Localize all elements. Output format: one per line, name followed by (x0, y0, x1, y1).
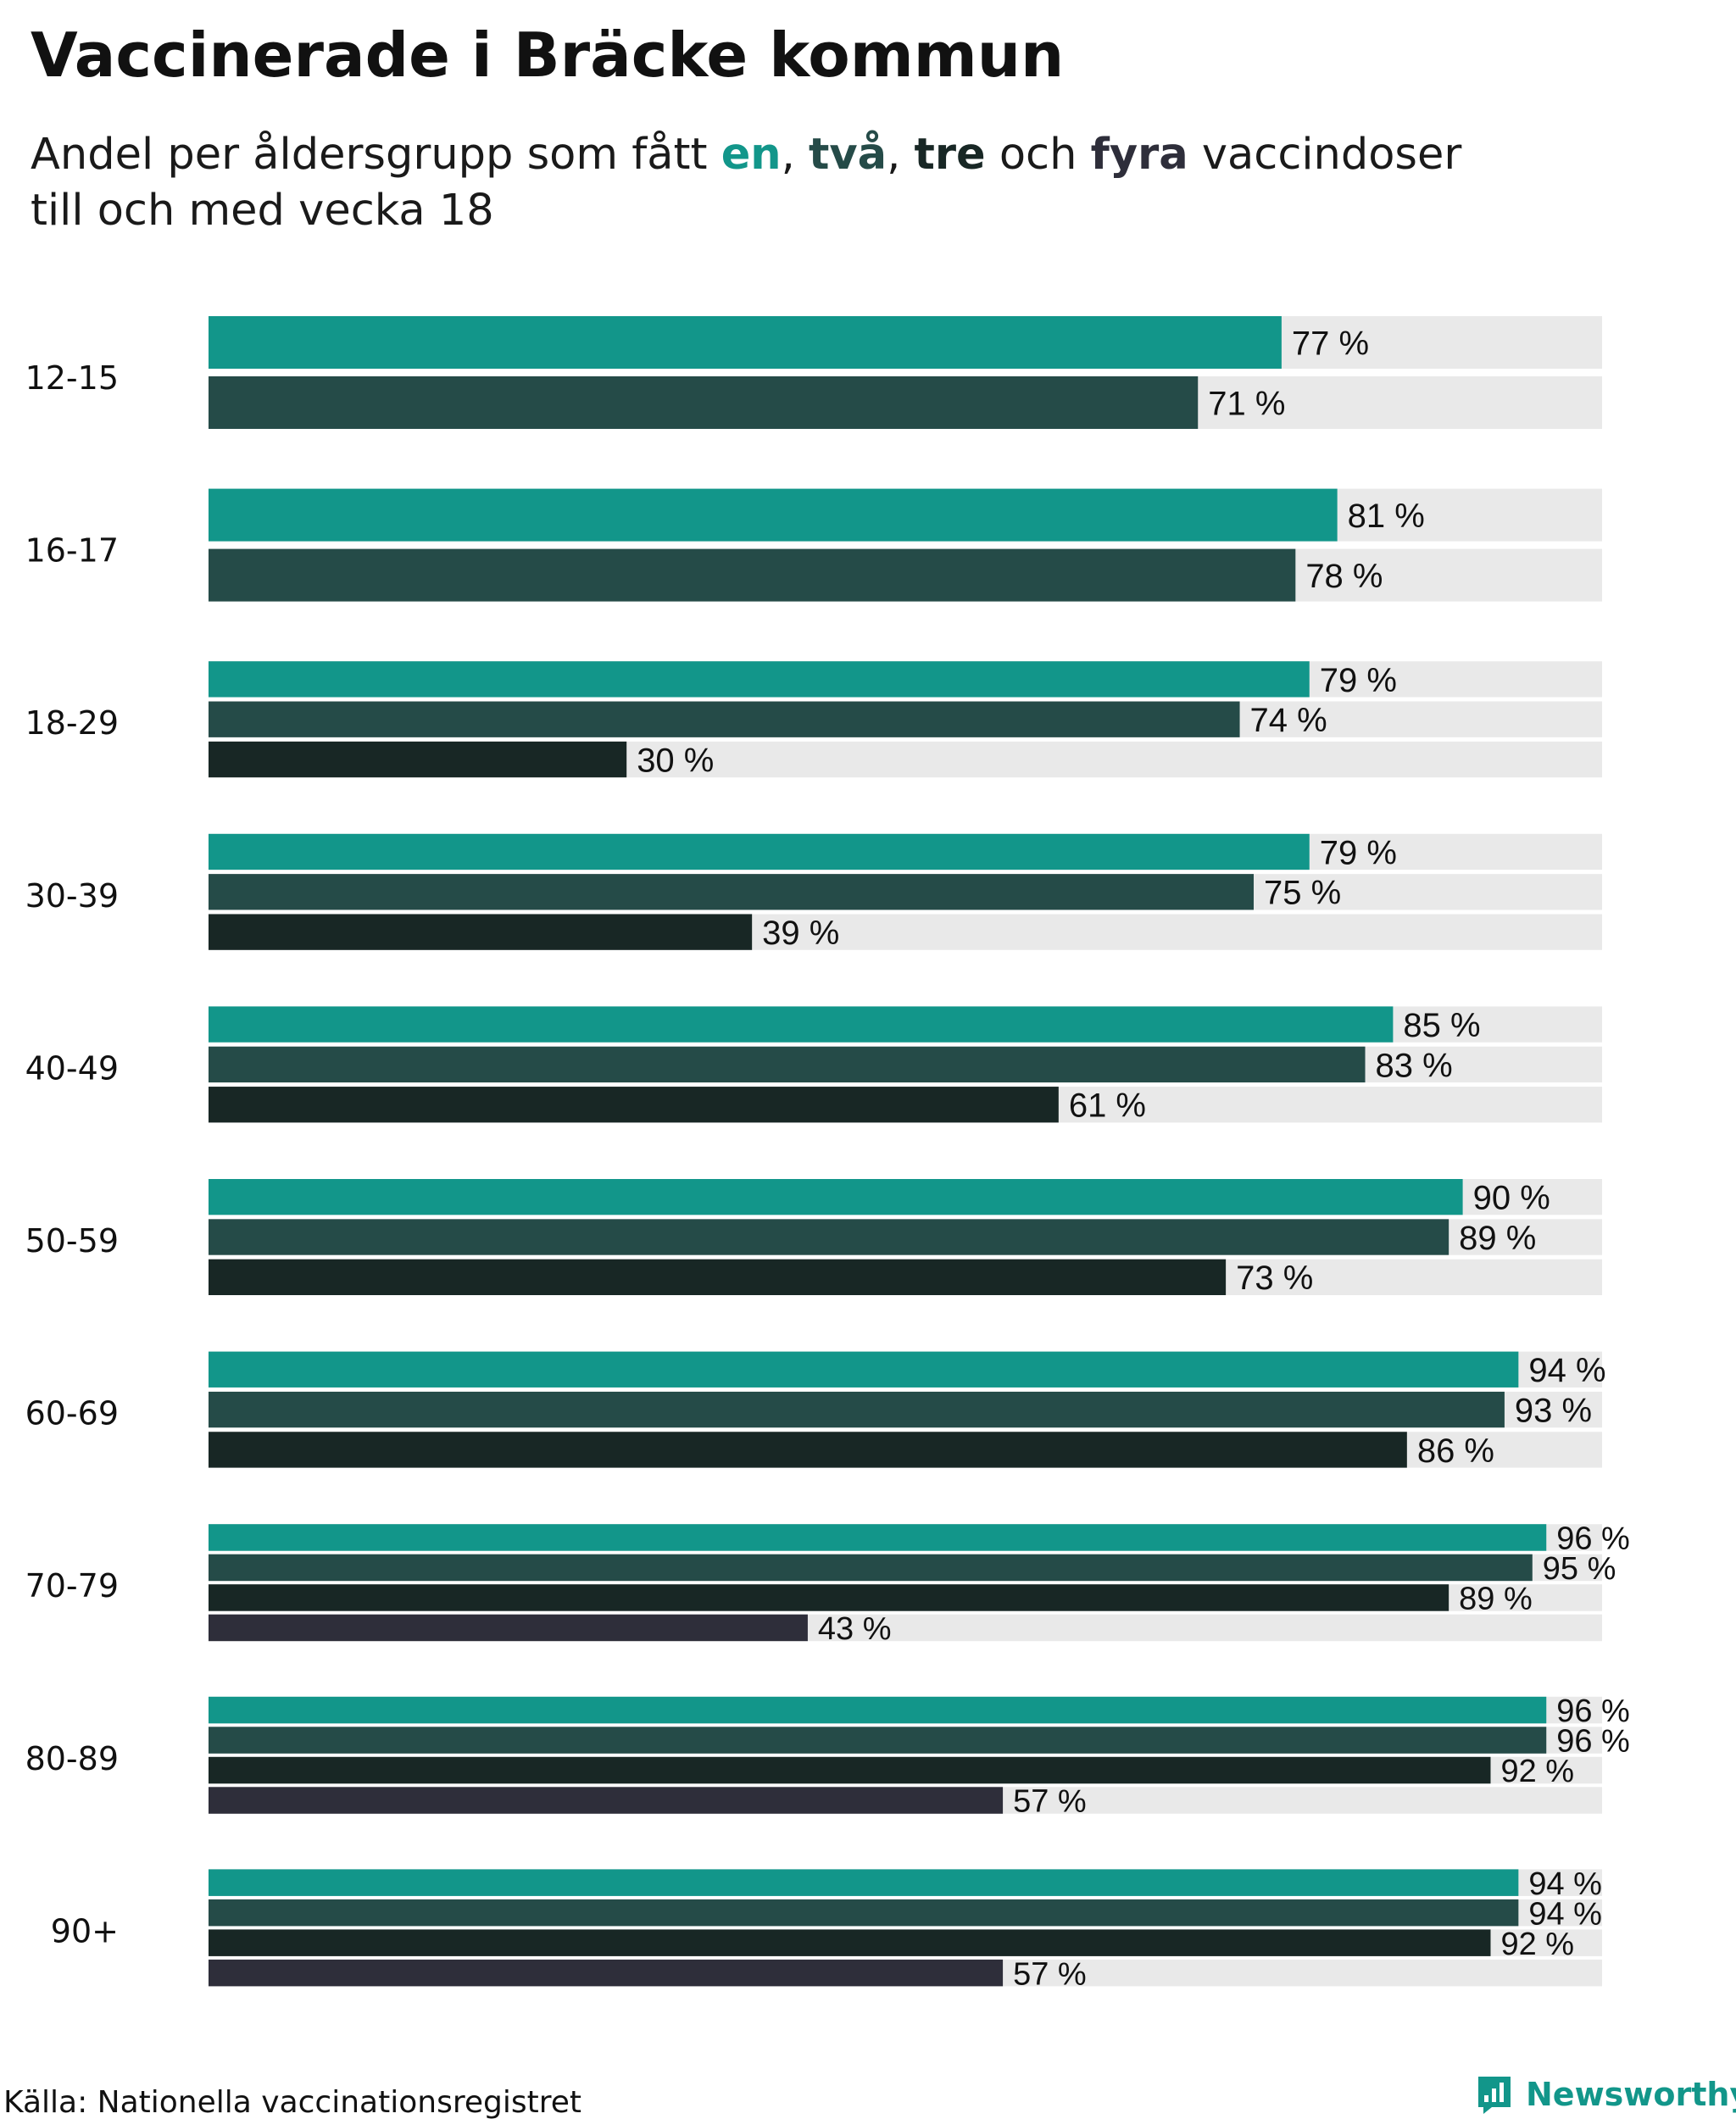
bar-tva (209, 701, 1240, 737)
bar-tre (209, 1929, 1491, 1956)
bar-tva (209, 1046, 1366, 1083)
subtitle-outro: vaccindoser (1188, 130, 1462, 180)
keyword-tva: två (809, 130, 887, 180)
value-label: 39 % (762, 915, 839, 952)
value-label: 86 % (1417, 1432, 1494, 1470)
age-group-label: 60-69 (25, 1395, 119, 1432)
subtitle-separator: och (985, 130, 1091, 180)
subtitle-separator: , (887, 130, 915, 180)
age-group-label: 50-59 (25, 1222, 119, 1260)
age-group-label: 90+ (51, 1912, 119, 1949)
bar-tva (209, 1219, 1449, 1255)
bar-en (209, 1179, 1463, 1215)
newsworthy-logo: Newsworthy (1475, 2071, 1736, 2118)
bar-tre (209, 1584, 1449, 1611)
value-label: 92 % (1500, 1754, 1574, 1789)
age-group-label: 16-17 (25, 532, 119, 570)
bar-tre (209, 1756, 1491, 1784)
value-label: 61 % (1069, 1087, 1146, 1125)
value-label: 43 % (818, 1611, 892, 1647)
value-label: 85 % (1403, 1007, 1480, 1044)
age-group-label: 30-39 (25, 877, 119, 915)
value-label: 96 % (1556, 1724, 1630, 1760)
value-label: 94 % (1528, 1896, 1602, 1932)
value-label: 93 % (1515, 1393, 1592, 1430)
bar-tva (209, 1727, 1547, 1754)
chart-subtitle: Andel per åldersgrupp som fått en, två, … (31, 127, 1461, 239)
value-label: 74 % (1250, 702, 1327, 739)
keyword-en: en (721, 130, 782, 180)
value-label: 57 % (1013, 1956, 1087, 1992)
value-label: 73 % (1236, 1260, 1313, 1297)
bar-tre (209, 741, 627, 778)
value-label: 95 % (1543, 1551, 1616, 1587)
value-label: 79 % (1320, 834, 1397, 871)
value-label: 96 % (1556, 1521, 1630, 1557)
value-label: 89 % (1459, 1220, 1536, 1257)
bar-en (209, 1351, 1519, 1388)
bar-tva (209, 1899, 1519, 1927)
bar-tre (209, 1259, 1227, 1295)
bar-tre (209, 1432, 1407, 1468)
subtitle-line-2: till och med vecka 18 (31, 186, 494, 236)
chart-title: Vaccinerade i Bräcke kommun (31, 19, 1065, 91)
value-label: 30 % (637, 742, 714, 779)
value-label: 83 % (1376, 1047, 1453, 1084)
bar-tva (209, 548, 1296, 602)
subtitle-line-1: Andel per åldersgrupp som fått en, två, … (31, 127, 1461, 183)
keyword-tre: tre (914, 130, 986, 180)
value-label: 89 % (1459, 1582, 1533, 1617)
bar-en (209, 1524, 1547, 1551)
value-label: 75 % (1264, 875, 1341, 912)
bar-en (209, 488, 1338, 542)
value-label: 79 % (1320, 662, 1397, 699)
age-group-label: 80-89 (25, 1740, 119, 1777)
value-label: 96 % (1556, 1694, 1630, 1729)
age-group-label: 18-29 (25, 704, 119, 742)
bar-en (209, 661, 1310, 698)
bar-fyra (209, 1787, 1004, 1814)
value-label: 71 % (1208, 385, 1285, 422)
age-group-label: 70-79 (25, 1567, 119, 1605)
subtitle-separator: , (781, 130, 810, 180)
bar-tva (209, 1391, 1505, 1428)
value-label: 78 % (1305, 558, 1383, 595)
newsworthy-logo-icon (1478, 2077, 1511, 2114)
bar-tre (209, 1087, 1059, 1123)
bar-fyra (209, 1614, 808, 1642)
bar-fyra (209, 1959, 1004, 1987)
value-label: 94 % (1528, 1866, 1602, 1902)
keyword-fyra: fyra (1090, 130, 1188, 180)
age-group-label: 40-49 (25, 1049, 119, 1087)
bar-en (209, 1006, 1394, 1043)
value-label: 81 % (1348, 498, 1425, 535)
value-label: 92 % (1500, 1927, 1574, 1962)
bar-en (209, 833, 1310, 870)
age-group-label: 12-15 (25, 359, 119, 397)
bar-en (209, 1696, 1547, 1724)
value-label: 90 % (1473, 1180, 1550, 1217)
bar-en (209, 316, 1282, 369)
subtitle-intro: Andel per åldersgrupp som fått (31, 130, 721, 180)
newsworthy-logo-text: Newsworthy (1526, 2076, 1736, 2113)
source-note: Källa: Nationella vaccinationsregistret (3, 2085, 581, 2119)
value-label: 57 % (1013, 1784, 1087, 1820)
value-label: 77 % (1292, 325, 1369, 362)
bar-tva (209, 874, 1254, 910)
bar-tre (209, 914, 753, 950)
bar-tva (209, 1554, 1533, 1582)
bar-en (209, 1869, 1519, 1896)
value-label: 94 % (1528, 1352, 1605, 1389)
bar-tva (209, 376, 1199, 429)
